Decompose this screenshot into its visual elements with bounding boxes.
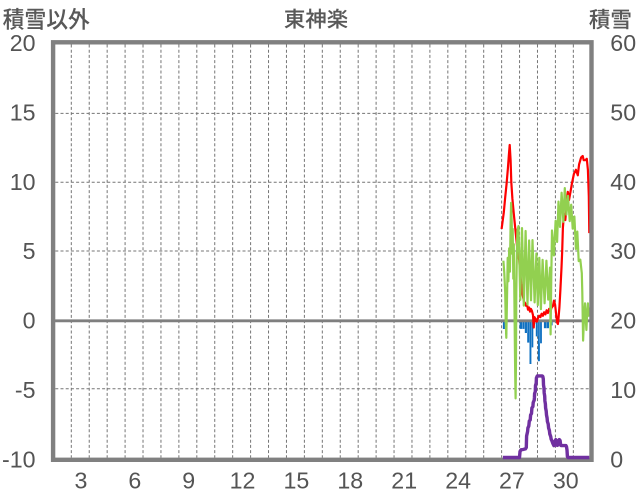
svg-text:50: 50	[610, 100, 636, 126]
svg-text:9: 9	[182, 468, 195, 494]
svg-text:10: 10	[610, 377, 636, 403]
svg-text:6: 6	[128, 468, 141, 494]
svg-text:27: 27	[499, 468, 525, 494]
svg-text:15: 15	[10, 100, 36, 126]
svg-text:21: 21	[391, 468, 417, 494]
svg-text:0: 0	[23, 308, 36, 334]
svg-text:30: 30	[553, 468, 579, 494]
svg-text:30: 30	[610, 238, 636, 264]
svg-text:15: 15	[284, 468, 310, 494]
svg-text:-5: -5	[15, 377, 36, 403]
svg-text:-10: -10	[2, 447, 36, 473]
svg-text:5: 5	[23, 238, 36, 264]
svg-text:0: 0	[610, 447, 623, 473]
svg-text:3: 3	[74, 468, 87, 494]
svg-text:40: 40	[610, 169, 636, 195]
svg-text:10: 10	[10, 169, 36, 195]
svg-text:12: 12	[230, 468, 256, 494]
svg-text:20: 20	[10, 30, 36, 56]
svg-text:60: 60	[610, 30, 636, 56]
svg-text:24: 24	[445, 468, 471, 494]
svg-text:20: 20	[610, 308, 636, 334]
svg-text:18: 18	[337, 468, 363, 494]
